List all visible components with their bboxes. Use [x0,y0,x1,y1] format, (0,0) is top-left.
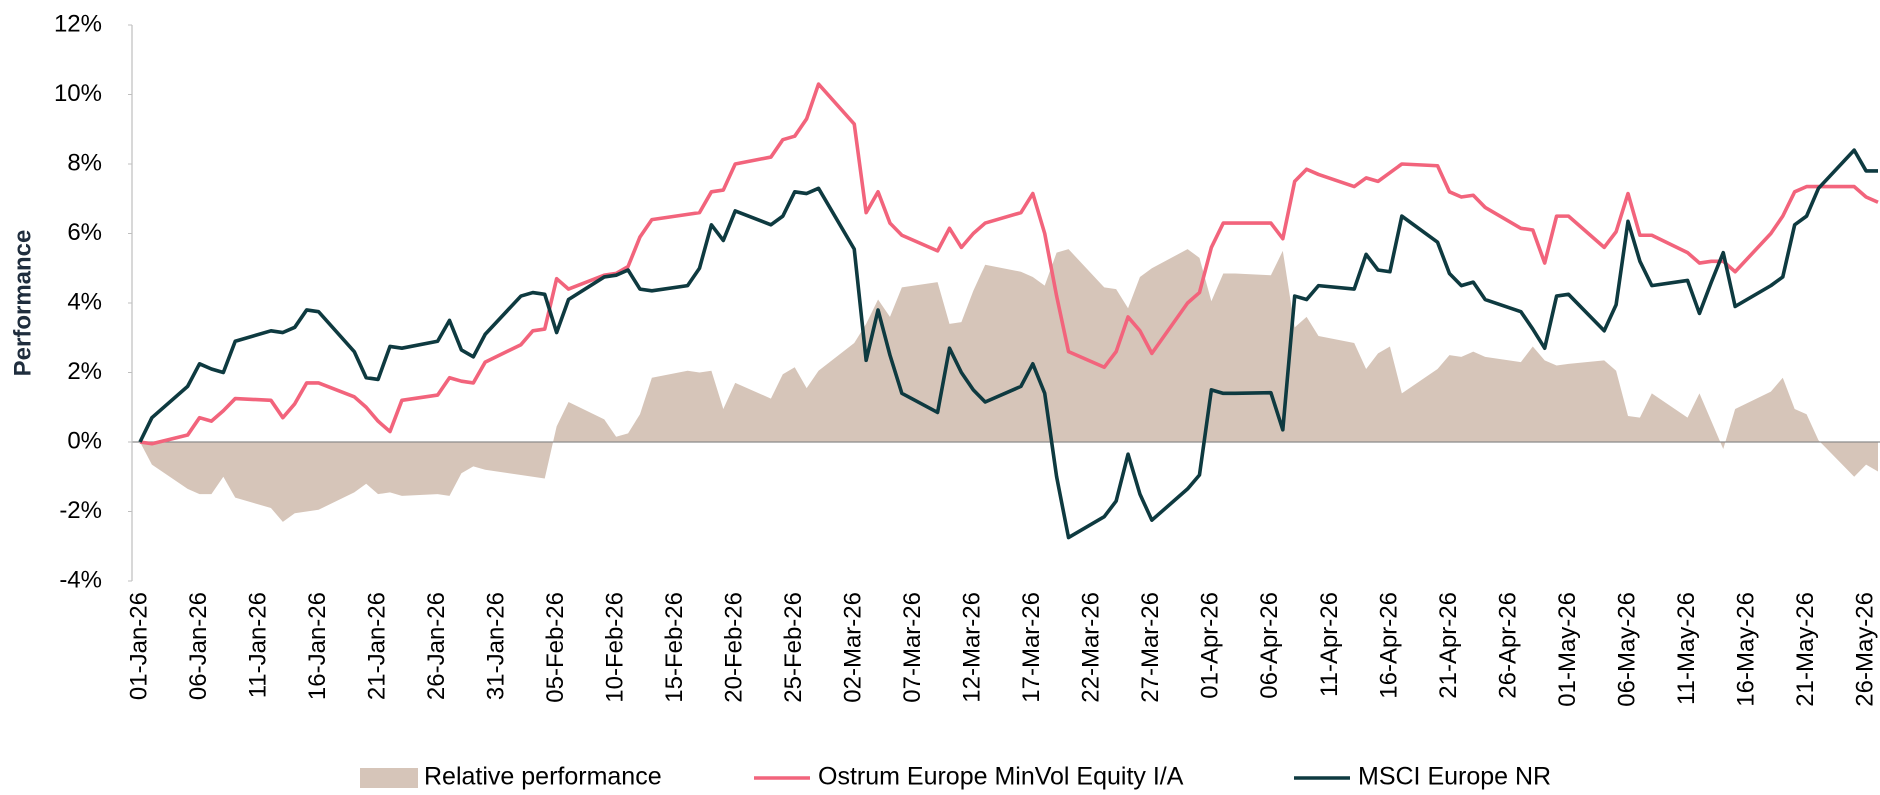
x-tick-label: 01-Apr-26 [1197,592,1224,699]
legend-swatch [360,768,418,788]
x-tick-label: 10-Feb-26 [602,592,629,703]
x-tick-label: 20-Feb-26 [721,592,748,703]
area [140,249,1878,522]
legend-label: MSCI Europe NR [1358,763,1551,791]
plot-area [132,82,1880,540]
y-tick-label: 0% [67,427,102,454]
y-axis-title: Performance [9,230,36,377]
x-tick-label: 16-Jan-26 [304,592,331,700]
x-tick-label: 07-Mar-26 [899,592,926,703]
y-tick-label: 6% [67,219,102,246]
x-tick-label: 21-May-26 [1792,592,1819,707]
y-tick-label: 8% [67,149,102,176]
x-tick-label: 02-Mar-26 [840,592,867,703]
legend-label: Relative performance [424,763,662,791]
x-tick-label: 06-Apr-26 [1256,592,1283,699]
y-tick-label: 12% [54,10,102,37]
y-tick-label: -4% [59,566,102,593]
x-tick-label: 21-Jan-26 [363,592,390,700]
line [139,82,1879,446]
x-tick-label: 26-May-26 [1851,592,1878,707]
x-tick-label: 17-Mar-26 [1018,592,1045,703]
line [138,148,1878,540]
y-tick-label: 4% [67,288,102,315]
x-tick-label: 05-Feb-26 [542,592,569,703]
x-tick-label: 06-Jan-26 [185,592,212,700]
x-tick-label: 31-Jan-26 [482,592,509,700]
x-tick-label: 26-Apr-26 [1494,592,1521,699]
x-tick-label: 26-Jan-26 [423,592,450,700]
x-tick-label: 01-Jan-26 [125,592,152,700]
y-tick-label: 10% [54,80,102,107]
x-tick-label: 06-May-26 [1613,592,1640,707]
legend-label: Ostrum Europe MinVol Equity I/A [818,763,1184,791]
x-tick-label: 27-Mar-26 [1137,592,1164,703]
x-tick-label: 21-Apr-26 [1435,592,1462,699]
x-tick-label: 22-Mar-26 [1078,592,1105,703]
y-tick-label: -2% [59,497,102,524]
x-tick-label: 11-Apr-26 [1316,592,1343,697]
x-tick-label: 11-Jan-26 [244,592,271,698]
x-tick-label: 25-Feb-26 [780,592,807,703]
x-tick-label: 16-Apr-26 [1375,592,1402,699]
x-tick-label: 16-May-26 [1732,592,1759,707]
y-tick-label: 2% [67,358,102,385]
x-tick-label: 15-Feb-26 [661,592,688,703]
x-tick-label: 01-May-26 [1554,592,1581,707]
x-tick-label: 12-Mar-26 [959,592,986,703]
x-tick-label: 11-May-26 [1673,592,1700,705]
